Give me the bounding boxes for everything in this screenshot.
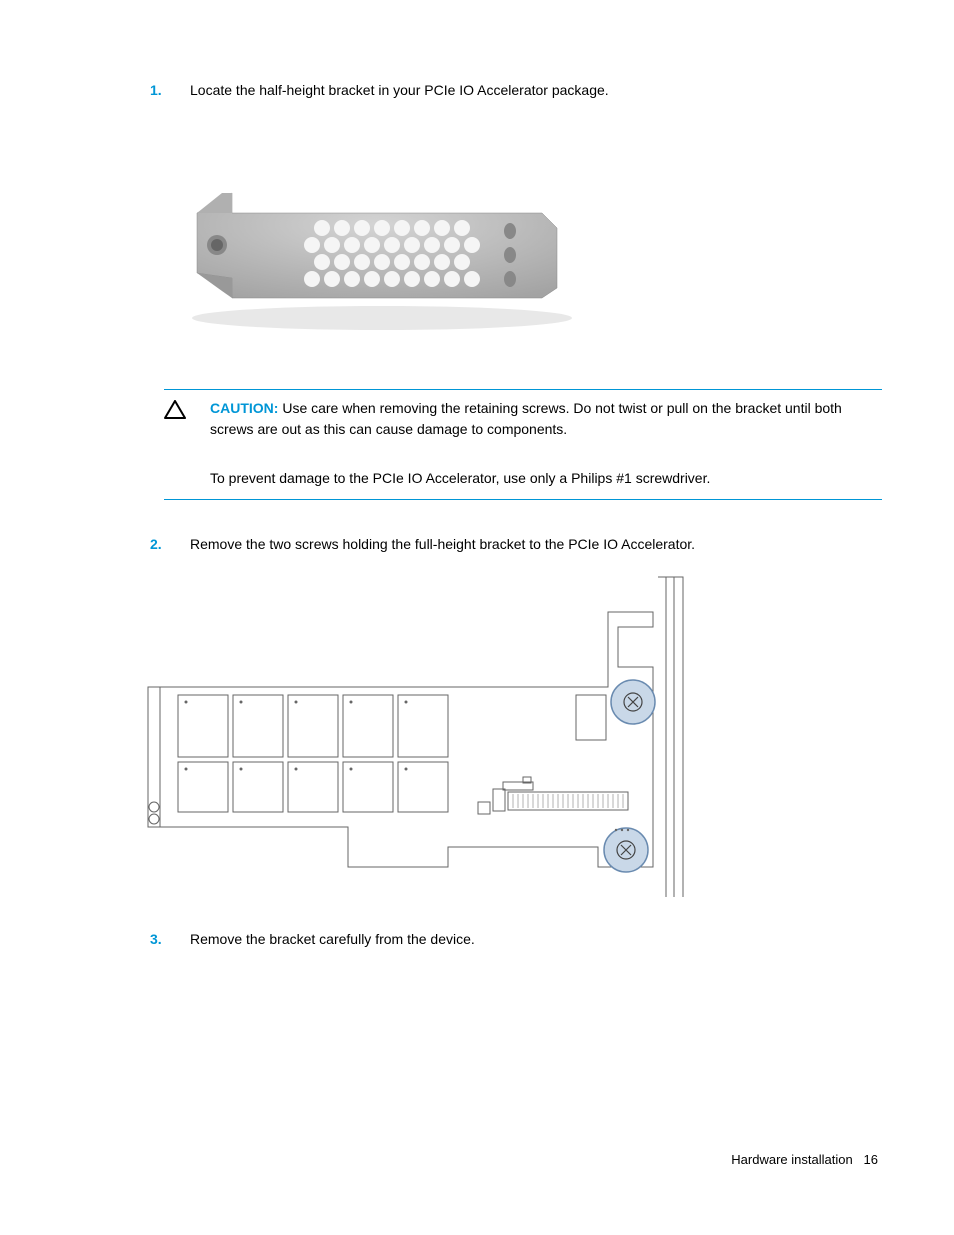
caution-label: CAUTION: bbox=[210, 400, 278, 416]
step-text: Remove the bracket carefully from the de… bbox=[190, 929, 882, 950]
figure-board bbox=[138, 567, 708, 907]
caution-para-2: To prevent damage to the PCIe IO Acceler… bbox=[210, 468, 882, 489]
screw-bottom bbox=[604, 828, 648, 872]
caution-para-1: CAUTION: Use care when removing the reta… bbox=[210, 398, 882, 440]
step-1: 1. Locate the half-height bracket in you… bbox=[72, 80, 882, 101]
page-content: 1. Locate the half-height bracket in you… bbox=[72, 80, 882, 950]
step-number: 3. bbox=[150, 929, 190, 950]
caution-block: CAUTION: Use care when removing the reta… bbox=[164, 389, 882, 500]
step-text: Remove the two screws holding the full-h… bbox=[190, 534, 882, 555]
caution-body: CAUTION: Use care when removing the reta… bbox=[210, 398, 882, 489]
bracket-image bbox=[162, 113, 648, 373]
caution-text-1: Use care when removing the retaining scr… bbox=[210, 400, 842, 437]
page-footer: Hardware installation 16 bbox=[731, 1152, 878, 1167]
caution-icon-col bbox=[164, 398, 210, 489]
step-number: 1. bbox=[150, 80, 190, 101]
step-2: 2. Remove the two screws holding the ful… bbox=[72, 534, 882, 555]
footer-section: Hardware installation bbox=[731, 1152, 852, 1167]
step-number: 2. bbox=[150, 534, 190, 555]
screw-top bbox=[611, 680, 655, 724]
footer-page: 16 bbox=[864, 1152, 878, 1167]
figure-bracket bbox=[162, 113, 882, 373]
caution-icon bbox=[164, 400, 186, 420]
step-text: Locate the half-height bracket in your P… bbox=[190, 80, 882, 101]
step-3: 3. Remove the bracket carefully from the… bbox=[72, 929, 882, 950]
